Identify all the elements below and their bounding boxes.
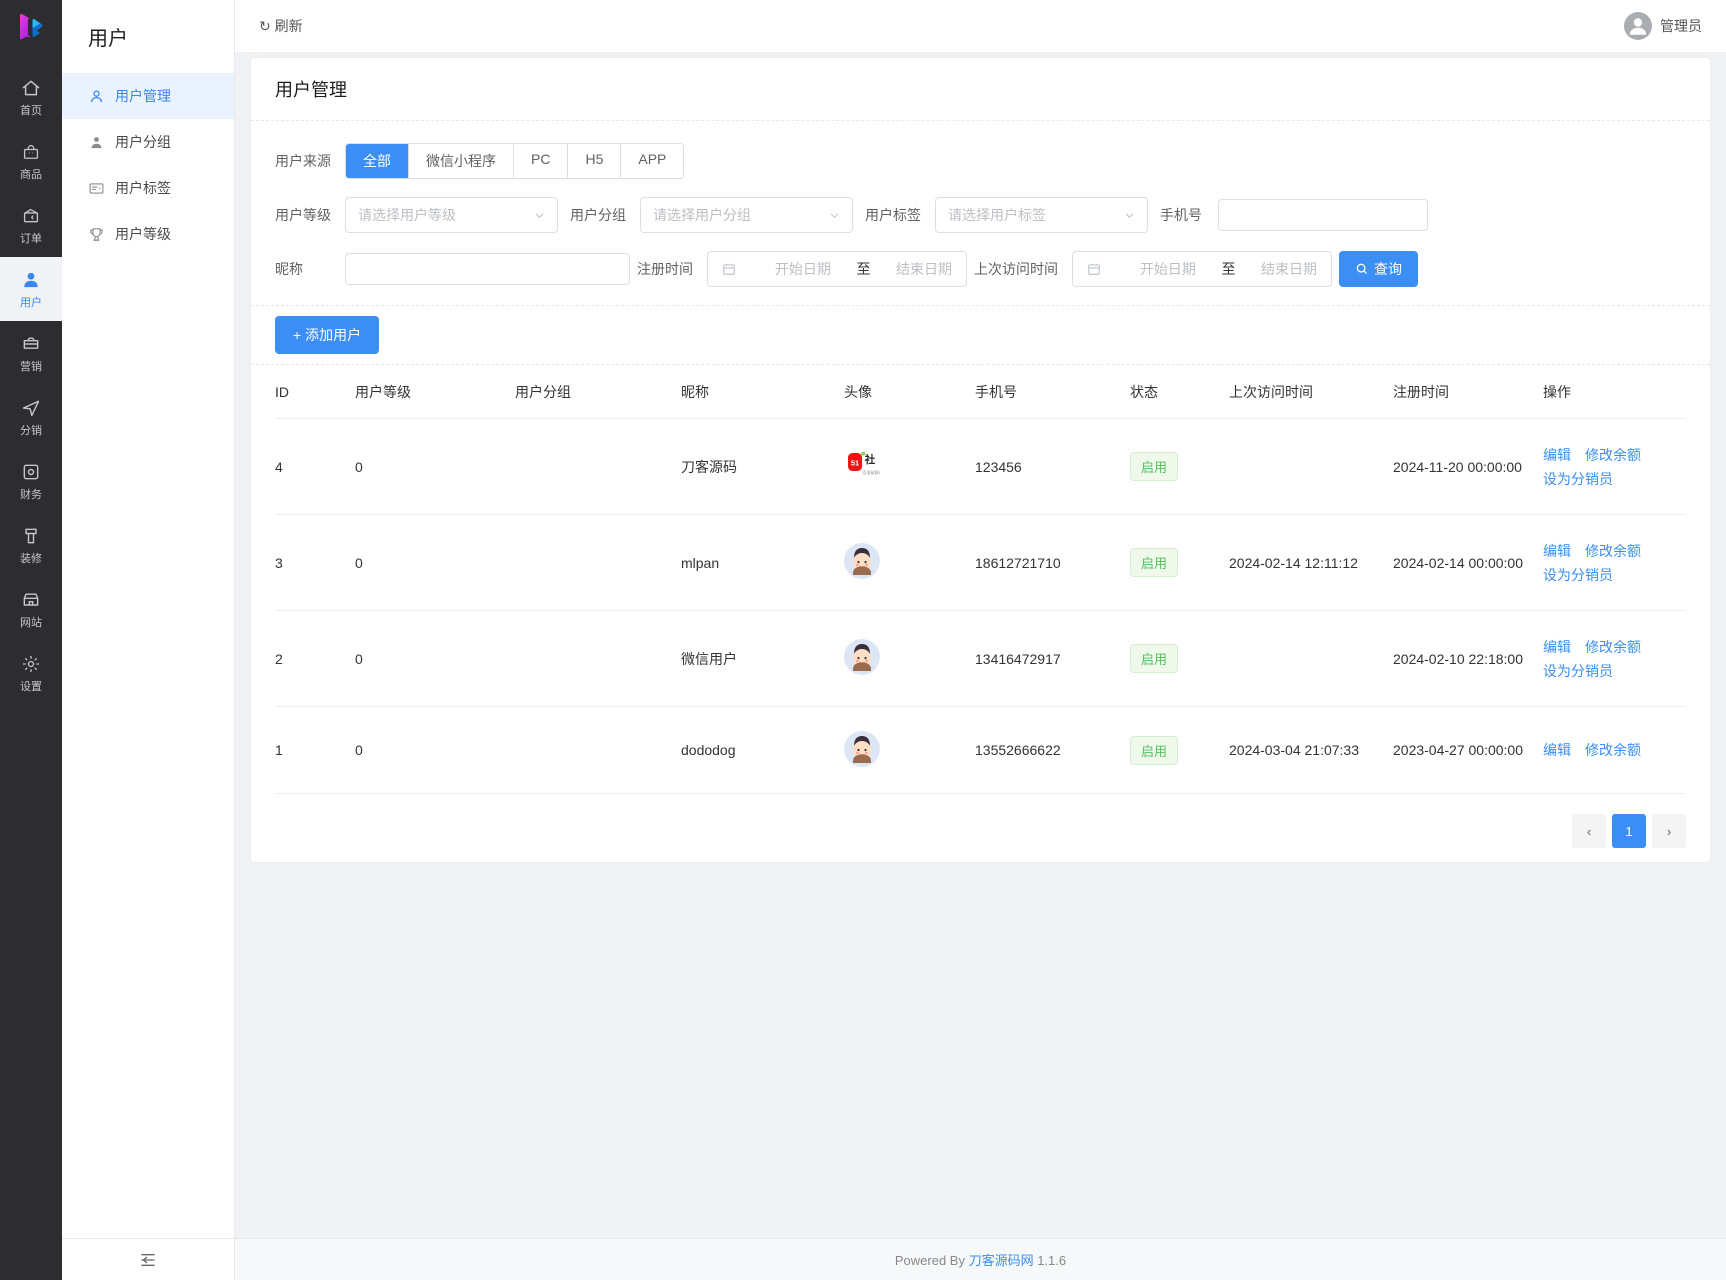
svg-text:吾爱破解论坛: 吾爱破解论坛 <box>863 469 881 475</box>
svg-text:社: 社 <box>864 453 876 466</box>
svg-text:51: 51 <box>851 459 859 468</box>
